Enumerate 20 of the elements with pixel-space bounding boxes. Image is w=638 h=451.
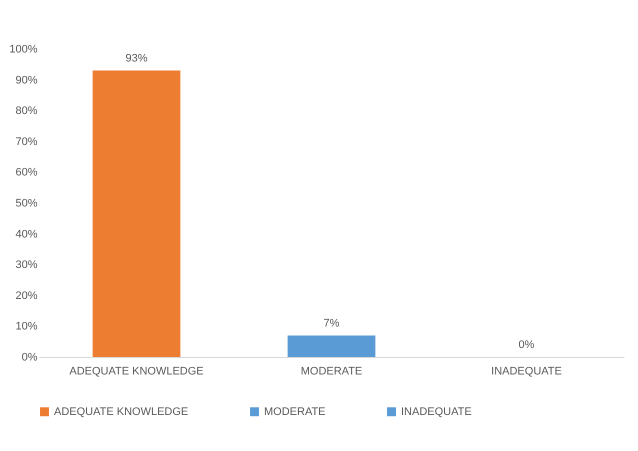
y-tick-label: 70% — [15, 136, 38, 148]
y-tick-label: 90% — [15, 74, 38, 86]
y-tick-label: 10% — [15, 320, 38, 333]
data-label: 0% — [518, 339, 535, 351]
legend-label: MODERATE — [264, 406, 326, 418]
x-tick-label: MODERATE — [300, 366, 362, 378]
y-tick-label: 20% — [15, 290, 38, 302]
data-label: 7% — [324, 317, 340, 330]
y-tick-label: 100% — [9, 44, 38, 56]
y-tick-label: 80% — [15, 105, 38, 118]
data-label: 93% — [125, 52, 148, 65]
y-tick-label: 60% — [15, 166, 38, 179]
legend-label: ADEQUATE KNOWLEDGE — [54, 406, 188, 418]
y-tick-label: 30% — [15, 259, 38, 272]
x-tick-label: ADEQUATE KNOWLEDGE — [69, 366, 204, 378]
x-tick-label: INADEQUATE — [491, 366, 562, 378]
legend-label: INADEQUATE — [401, 406, 472, 418]
y-tick-label: 50% — [15, 198, 38, 210]
y-tick-label: 40% — [15, 228, 38, 240]
y-tick-label: 0% — [22, 352, 38, 364]
